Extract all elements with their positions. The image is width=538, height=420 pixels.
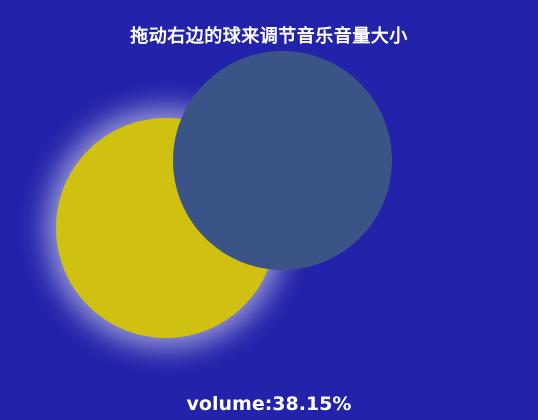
volume-readout: volume:38.15% (186, 393, 352, 415)
volume-drag-ball[interactable] (173, 51, 392, 270)
instruction-title: 拖动右边的球来调节音乐音量大小 (130, 26, 408, 47)
